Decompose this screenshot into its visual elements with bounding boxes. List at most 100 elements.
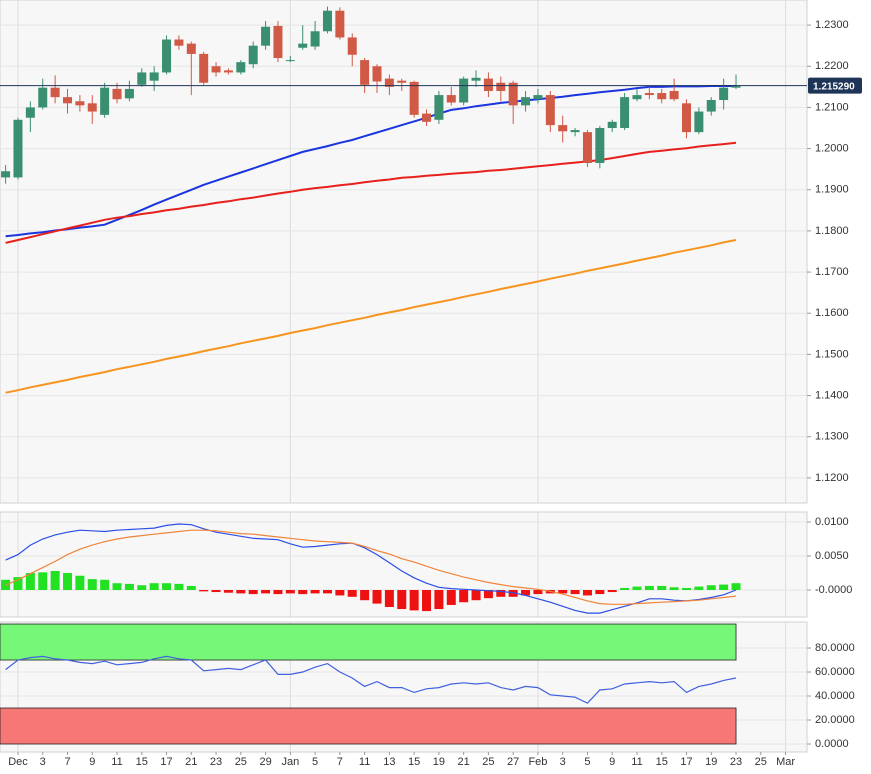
histogram-bar [706, 585, 716, 591]
candle-body [25, 107, 35, 118]
candle-body [607, 121, 617, 129]
histogram-bar [719, 584, 729, 591]
candle-body [422, 113, 432, 122]
histogram-bar [521, 590, 531, 596]
candle-body [446, 95, 456, 103]
candle-body [211, 66, 221, 73]
histogram-bar [607, 590, 617, 593]
histogram-bar [496, 590, 506, 597]
histogram-bar [422, 590, 432, 612]
histogram-bar [223, 590, 233, 593]
line [5, 523, 737, 614]
histogram-bar [261, 590, 271, 594]
histogram-bar [595, 590, 605, 595]
candle-body [595, 128, 605, 164]
histogram-bar [397, 590, 407, 610]
histogram-bar [137, 585, 147, 591]
y-tick-label: 20.0000 [815, 714, 855, 726]
histogram-bar [459, 590, 469, 603]
histogram-bar [632, 586, 642, 591]
histogram-bar [273, 590, 283, 595]
y-tick-label: 1.1800 [815, 225, 849, 237]
y-tick-label: -0.0000 [815, 584, 852, 596]
x-tick-label: 17 [160, 756, 172, 768]
x-tick-label: 5 [584, 756, 590, 768]
histogram-bar [248, 590, 258, 595]
y-tick-label: 40.0000 [815, 690, 855, 702]
y-tick-label: 1.1600 [815, 307, 849, 319]
histogram-bar [471, 590, 481, 601]
histogram-bar [174, 583, 184, 591]
histogram-bar [162, 583, 172, 591]
histogram-bar [731, 583, 741, 591]
x-tick-label: 11 [111, 756, 122, 768]
candle-body [199, 53, 209, 83]
histogram-bar [124, 583, 134, 591]
x-tick-label: 9 [89, 756, 95, 768]
candle-body [310, 31, 320, 47]
candle-body [694, 111, 704, 133]
x-tick-label: 27 [507, 756, 519, 768]
histogram-bar [50, 570, 60, 591]
x-tick-label: 17 [680, 756, 692, 768]
histogram-bar [112, 583, 122, 591]
x-tick-label: 25 [755, 756, 767, 768]
histogram-bar [570, 590, 580, 595]
candle-body [434, 95, 444, 120]
histogram-bar [372, 590, 382, 604]
x-tick-label: 13 [383, 756, 395, 768]
candle-body [731, 85, 741, 88]
x-tick-label: 7 [64, 756, 70, 768]
candle-body [483, 78, 493, 91]
candle-body [186, 43, 196, 54]
x-tick-label: 15 [408, 756, 420, 768]
y-tick-label: 1.1900 [815, 184, 849, 196]
candle-body [719, 87, 729, 101]
y-tick-label: 1.1700 [815, 266, 849, 278]
candle-body [261, 26, 271, 46]
last-price-box [808, 77, 862, 94]
histogram-bar [669, 587, 679, 591]
y-tick-label: 1.2100 [815, 101, 849, 113]
histogram-bar [100, 579, 110, 591]
line [5, 141, 737, 244]
candle-body [273, 25, 283, 59]
histogram-bar [434, 590, 444, 610]
candle-body [322, 10, 332, 32]
candle-body [570, 130, 580, 133]
candle-body [100, 87, 110, 115]
histogram-bar [149, 583, 159, 591]
histogram-bar [285, 590, 295, 594]
x-tick-label: 9 [609, 756, 615, 768]
y-tick-label: 1.1300 [815, 431, 849, 443]
histogram-bar [236, 590, 246, 594]
rsi-band [0, 707, 737, 745]
candle-body [162, 39, 172, 73]
histogram-bar [582, 590, 592, 596]
histogram-bar [199, 590, 209, 592]
candle-body [682, 103, 691, 133]
histogram-bar [63, 573, 72, 591]
histogram-bar [508, 590, 518, 597]
candle-body [335, 10, 345, 38]
candle-body [459, 78, 469, 103]
x-tick-label: Jan [281, 756, 299, 768]
candle-body [372, 66, 382, 82]
x-tick-label: 11 [359, 756, 370, 768]
candle-body [620, 97, 630, 129]
histogram-bar [694, 586, 704, 591]
x-tick-label: 21 [458, 756, 470, 768]
candle-body [248, 45, 258, 65]
histogram-bar [310, 590, 320, 594]
x-tick-label: 25 [482, 756, 494, 768]
x-tick-label: Feb [528, 756, 547, 768]
histogram-bar [335, 590, 345, 596]
y-tick-label: 1.2200 [815, 60, 849, 72]
candle-body [496, 82, 506, 91]
candle-body [174, 39, 184, 46]
candle-body [471, 77, 481, 81]
x-tick-label: 21 [185, 756, 197, 768]
histogram-bar [483, 590, 493, 599]
candle-body [409, 81, 419, 115]
